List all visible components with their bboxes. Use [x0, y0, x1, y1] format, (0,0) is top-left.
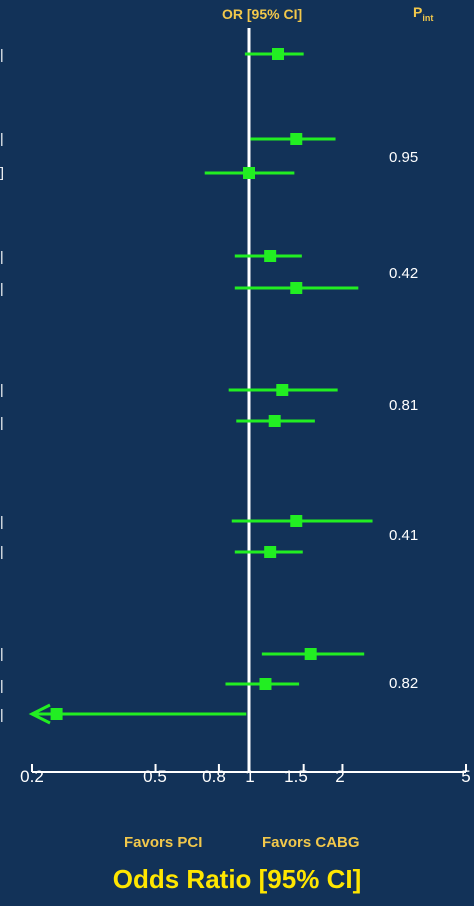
- row-label-fragment: |: [0, 543, 4, 559]
- p-interaction-header: Pint: [413, 4, 433, 23]
- row-label-fragment: |: [0, 381, 4, 397]
- row-label-fragment: |: [0, 280, 4, 296]
- x-tick-label: 0.8: [202, 767, 226, 786]
- x-tick-label: 1.5: [284, 767, 308, 786]
- row-label-fragment: |: [0, 706, 4, 722]
- p-interaction-value: 0.41: [389, 527, 419, 544]
- point-estimate: [304, 648, 317, 660]
- row-label-fragment: ]: [0, 164, 4, 180]
- row-label-fragment: |: [0, 513, 4, 529]
- ci-arrow: [28, 703, 51, 725]
- or-ci-header: OR [95% CI]: [222, 6, 303, 22]
- point-estimate: [290, 133, 303, 145]
- row-label-fragment: |: [0, 248, 4, 264]
- p-interaction-value: 0.95: [389, 149, 419, 166]
- x-tick-label: 2: [335, 767, 345, 786]
- point-estimate: [50, 708, 63, 720]
- point-estimate: [272, 48, 285, 60]
- point-estimate: [264, 546, 277, 558]
- x-tick-label: 0.2: [20, 767, 44, 786]
- row-label-fragment: |: [0, 414, 4, 430]
- point-estimate: [290, 282, 303, 294]
- point-estimate: [243, 167, 255, 179]
- x-tick-label: 1: [245, 767, 255, 786]
- point-estimate: [264, 250, 277, 262]
- p-interaction-value: 0.81: [389, 397, 419, 414]
- row-label-fragment: |: [0, 130, 4, 146]
- p-interaction-header-main: P: [413, 4, 423, 20]
- p-interaction-value: 0.82: [389, 675, 419, 692]
- point-estimate: [268, 415, 281, 427]
- x-axis-title: Odds Ratio [95% CI]: [112, 864, 362, 894]
- x-tick-label: 5: [461, 767, 471, 786]
- favors-cabg-label: Favors CABG: [262, 834, 360, 851]
- row-label-fragment: |: [0, 677, 4, 693]
- point-estimate: [290, 515, 303, 527]
- p-interaction-value: 0.42: [389, 265, 419, 282]
- x-tick-label: 0.5: [143, 767, 167, 786]
- point-estimate: [276, 384, 289, 396]
- favors-pci-label: Favors PCI: [124, 834, 203, 851]
- p-interaction-header-sub: int: [422, 12, 434, 23]
- row-label-fragment: |: [0, 645, 4, 661]
- point-estimate: [259, 678, 272, 690]
- row-label-fragment: |: [0, 46, 4, 62]
